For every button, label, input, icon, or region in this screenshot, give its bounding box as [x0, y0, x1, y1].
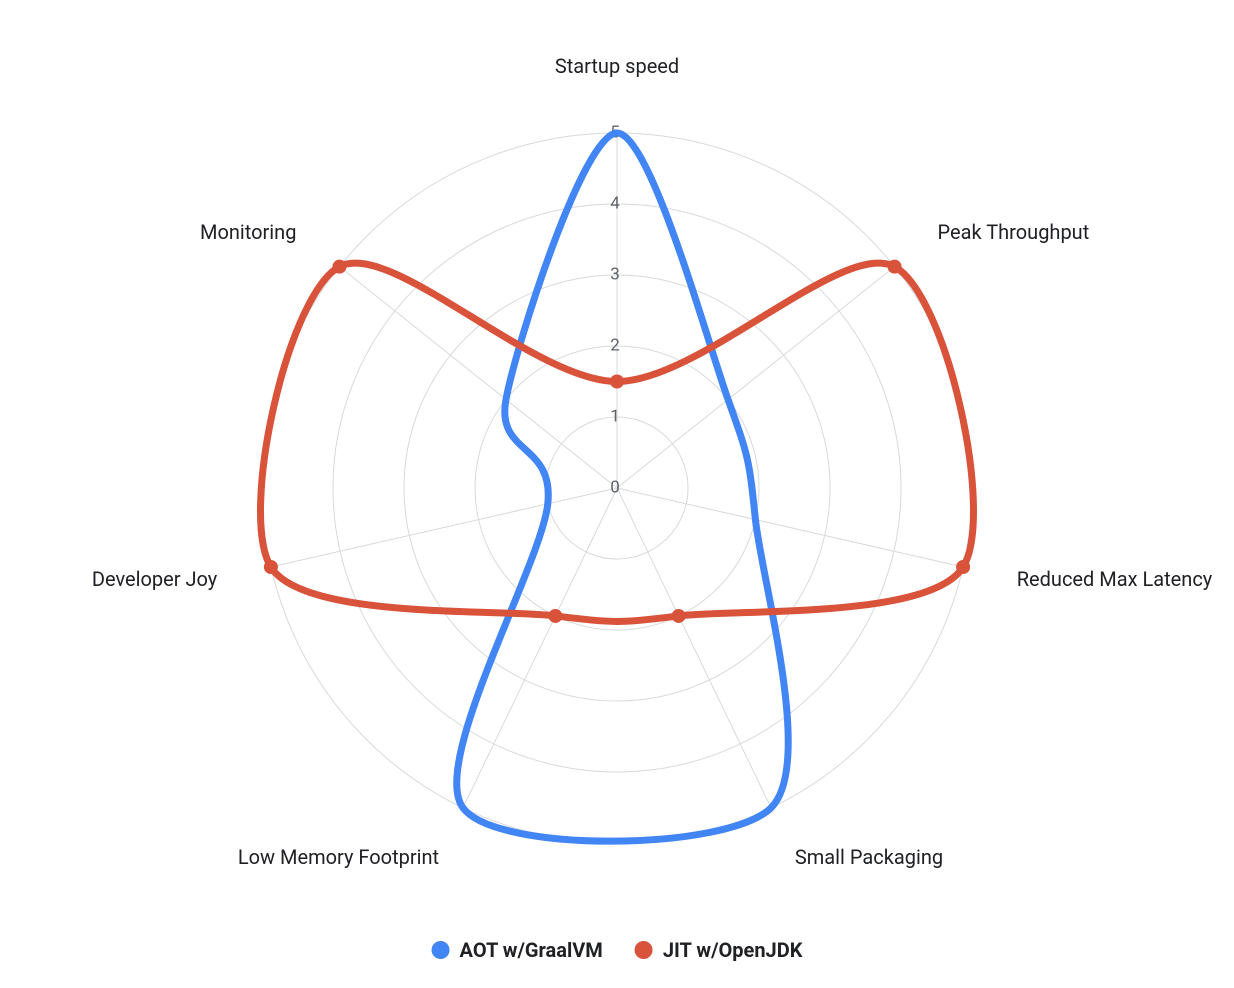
axis-label: Low Memory Footprint: [238, 845, 439, 869]
series-line-0: [457, 133, 789, 841]
axis-label: Monitoring: [200, 220, 296, 244]
series-marker-1: [548, 609, 562, 623]
axis-label-text: Peak Throughput: [938, 220, 1090, 244]
legend-dot-icon: [432, 941, 450, 959]
axis-label: Small Packaging: [795, 845, 943, 869]
axis-label: Developer Joy: [92, 567, 217, 591]
axis-label-text: Startup speed: [555, 54, 679, 78]
axis-label-text: Monitoring: [200, 220, 296, 244]
axis-label-text: Small Packaging: [795, 845, 943, 869]
axis-label: Reduced Max Latency: [1017, 567, 1213, 591]
legend-label: AOT w/GraalVM: [460, 938, 603, 962]
axis-label-text: Low Memory Footprint: [238, 845, 439, 869]
legend-item: AOT w/GraalVM: [432, 938, 603, 962]
scale-tick-label: 2: [610, 335, 620, 355]
series-marker-1: [888, 260, 902, 274]
legend: AOT w/GraalVM JIT w/OpenJDK: [432, 938, 803, 962]
scale-tick-label: 0: [610, 477, 620, 497]
series-marker-1: [264, 560, 278, 574]
radar-svg: 012345: [0, 0, 1234, 988]
scale-tick-label: 3: [610, 264, 620, 284]
axis-label-text: Developer Joy: [92, 567, 217, 591]
series-marker-1: [332, 260, 346, 274]
series-marker-1: [610, 375, 624, 389]
grid-spoke: [617, 267, 895, 488]
scale-tick-label: 1: [610, 406, 620, 426]
radar-chart: 012345 Startup speedPeak ThroughputReduc…: [0, 0, 1234, 988]
grid-spoke: [339, 267, 617, 488]
legend-label: JIT w/OpenJDK: [663, 938, 803, 962]
scale-tick-label: 4: [610, 193, 620, 213]
legend-item: JIT w/OpenJDK: [635, 938, 803, 962]
series-marker-1: [672, 609, 686, 623]
grid-spoke: [617, 488, 963, 567]
axis-label-text: Reduced Max Latency: [1017, 567, 1213, 591]
legend-dot-icon: [635, 941, 653, 959]
axis-label: Startup speed: [555, 54, 679, 78]
grid-spoke: [617, 488, 771, 808]
series-marker-1: [956, 560, 970, 574]
axis-label: Peak Throughput: [938, 220, 1090, 244]
grid-spoke: [271, 488, 617, 567]
